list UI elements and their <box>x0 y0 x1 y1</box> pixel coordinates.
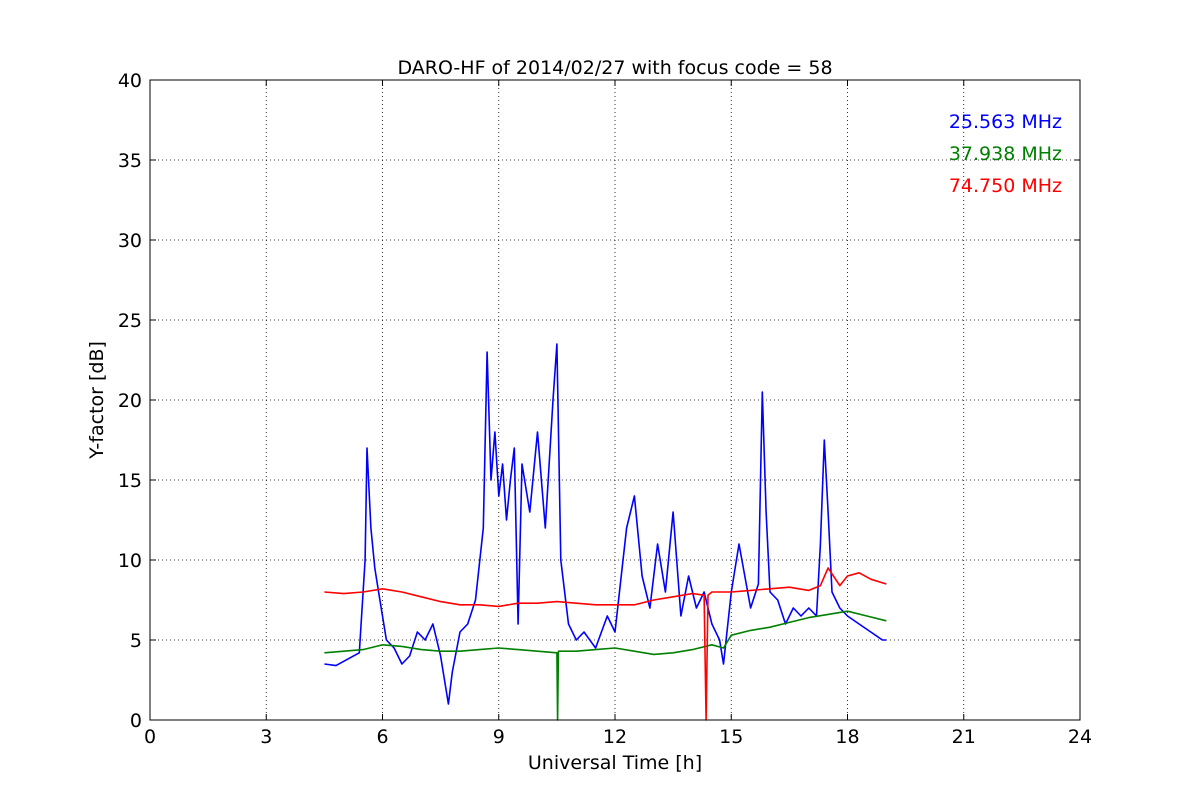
legend-entry-1: 25.563 MHz <box>949 111 1062 133</box>
grid-layer <box>150 80 1080 720</box>
y-axis-label: Y-factor [dB] <box>86 341 108 460</box>
series-line-3 <box>324 567 887 721</box>
series-line-2 <box>324 610 887 721</box>
legend: 25.563 MHz 37.938 MHz 74.750 MHz <box>949 111 1062 197</box>
x-tick-label: 0 <box>144 726 156 748</box>
y-tick-label: 40 <box>118 70 142 92</box>
y-tick-label: 25 <box>118 310 142 332</box>
x-tick-label: 9 <box>493 726 505 748</box>
series-layer <box>324 343 887 721</box>
legend-entry-3: 74.750 MHz <box>949 175 1062 197</box>
x-tick-label: 3 <box>260 726 272 748</box>
x-tick-label: 15 <box>719 726 743 748</box>
x-axis-label: Universal Time [h] <box>528 752 702 774</box>
tick-layer: 0 3 6 9 12 15 18 21 24 0 5 10 15 20 25 30 35 40 <box>118 70 1092 748</box>
chart-title: DARO-HF of 2014/02/27 with focus code = … <box>397 57 832 79</box>
legend-entry-2: 37.938 MHz <box>949 143 1062 165</box>
x-tick-label: 24 <box>1068 726 1092 748</box>
y-tick-label: 35 <box>118 150 142 172</box>
y-tick-label: 30 <box>118 230 142 252</box>
y-tick-label: 10 <box>118 550 142 572</box>
y-tick-label: 0 <box>130 710 142 732</box>
x-tick-label: 21 <box>952 726 976 748</box>
y-tick-label: 5 <box>130 630 142 652</box>
y-tick-label: 20 <box>118 390 142 412</box>
x-tick-label: 6 <box>376 726 388 748</box>
x-tick-label: 12 <box>603 726 627 748</box>
x-tick-label: 18 <box>835 726 859 748</box>
series-line-1 <box>324 343 887 705</box>
y-tick-label: 15 <box>118 470 142 492</box>
